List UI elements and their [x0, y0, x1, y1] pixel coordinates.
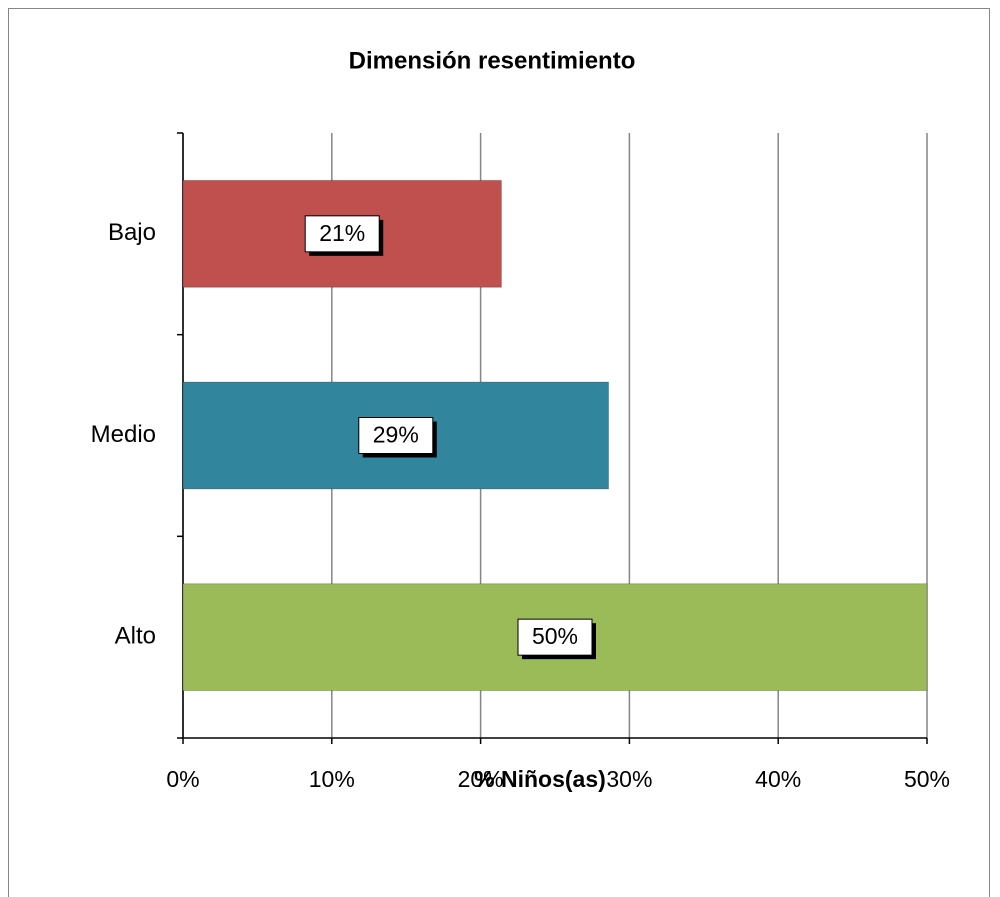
y-tick-label: Bajo: [108, 219, 156, 246]
y-tick-label: Medio: [91, 421, 156, 448]
data-label-box: [517, 618, 593, 656]
data-label: 21%: [319, 220, 365, 246]
x-tick-label: 40%: [755, 766, 801, 792]
chart-title: Dimensión resentimiento: [349, 47, 636, 74]
data-label: 29%: [373, 422, 419, 448]
x-tick-label: 0%: [166, 766, 199, 792]
x-axis-label: % Niños(as): [474, 766, 606, 792]
data-label-box: [358, 417, 434, 454]
data-label: 50%: [532, 623, 578, 649]
x-tick-label: 20%: [458, 766, 504, 792]
y-tick-label: Alto: [115, 623, 156, 650]
x-tick-label: 10%: [309, 766, 355, 792]
data-label-box: [304, 215, 380, 253]
x-tick-label: 50%: [904, 766, 950, 792]
x-tick-label: 30%: [606, 766, 652, 792]
